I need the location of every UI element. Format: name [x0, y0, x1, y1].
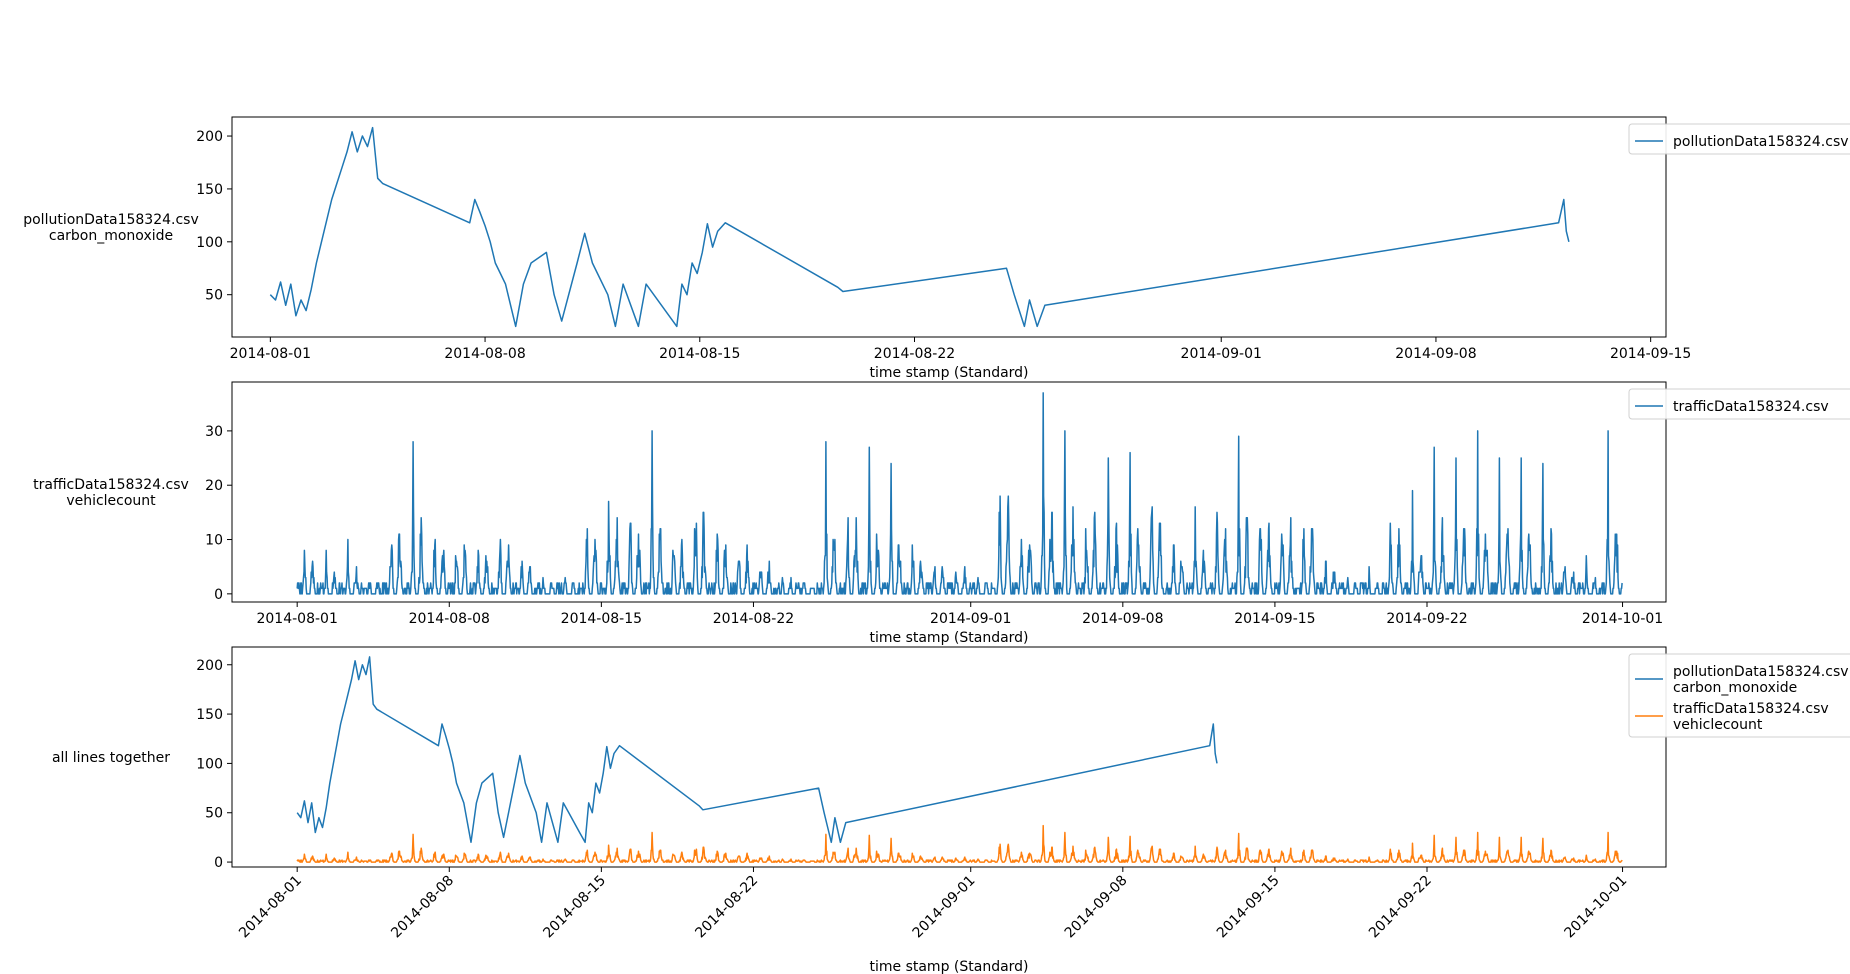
y-tick-label: 50: [205, 288, 223, 304]
x-tick-label: 2014-08-08: [409, 611, 490, 627]
series-line-traffic-combined: [296, 824, 1623, 863]
series-line-pollution: [269, 126, 1570, 328]
series-line-traffic: [296, 392, 1623, 595]
y-tick-label: 30: [205, 424, 223, 440]
y-tick-label: 20: [205, 478, 223, 494]
plot-frame: [231, 381, 1667, 603]
y-axis-label: all lines together: [52, 750, 170, 766]
y-tick-label: 0: [214, 855, 223, 871]
y-axis-label: carbon_monoxide: [49, 228, 173, 244]
y-axis-label: pollutionData158324.csv: [23, 212, 199, 228]
x-tick-label: 2014-09-08: [1082, 611, 1163, 627]
x-tick-label: 2014-08-01: [256, 611, 337, 627]
series-line-pollution-combined: [296, 656, 1218, 844]
y-tick-label: 10: [205, 533, 223, 549]
legend-entry: pollutionData158324.csv: [1673, 664, 1849, 680]
legend-entry: pollutionData158324.csv: [1673, 134, 1849, 150]
x-tick-label: 2014-08-01: [230, 346, 311, 362]
x-tick-label: 2014-10-01: [1582, 611, 1663, 627]
x-tick-label: 2014-09-01: [930, 611, 1011, 627]
legend-entry: trafficData158324.csv: [1673, 701, 1829, 717]
legend-box: [1628, 653, 1850, 738]
y-tick-label: 100: [196, 235, 223, 251]
legend: trafficData158324.csv: [1628, 388, 1850, 420]
y-tick-label: 50: [205, 806, 223, 822]
x-tick-label: 2014-08-15: [659, 346, 740, 362]
legend-entry: trafficData158324.csv: [1673, 399, 1829, 415]
subplot-1: 50 100 150 200 2014-08-01 2014-08-08 2014-08-1…: [23, 116, 1691, 381]
x-tick-label: 2014-09-08: [1395, 346, 1476, 362]
x-tick-label: 2014-08-15: [561, 611, 642, 627]
x-axis-label: time stamp (Standard): [869, 959, 1028, 974]
y-tick-label: 100: [196, 756, 223, 772]
plot-frame: [231, 646, 1667, 868]
y-axis-label: vehiclecount: [66, 493, 156, 509]
y-axis-label: trafficData158324.csv: [33, 477, 189, 493]
y-tick-label: 150: [196, 182, 223, 198]
y-tick-label: 200: [196, 129, 223, 145]
x-tick-label: 2014-08-22: [713, 611, 794, 627]
x-tick-label: 2014-09-15: [1610, 346, 1691, 362]
y-tick-label: 200: [196, 658, 223, 674]
x-tick-label: 2014-09-01: [1181, 346, 1262, 362]
x-axis-label: time stamp (Standard): [869, 630, 1028, 646]
legend-box: [1628, 388, 1850, 420]
x-tick-label: 2014-09-22: [1386, 611, 1467, 627]
legend: pollutionData158324.csv: [1628, 123, 1850, 155]
legend-entry: vehiclecount: [1673, 717, 1763, 733]
x-tick-label: 2014-08-22: [874, 346, 955, 362]
y-tick-label: 0: [214, 587, 223, 603]
legend: pollutionData158324.csvcarbon_monoxidetr…: [1628, 653, 1850, 738]
x-tick-label: 2014-08-08: [444, 346, 525, 362]
legend-box: [1628, 123, 1850, 155]
x-axis-label: time stamp (Standard): [869, 365, 1028, 381]
subplot-2: 0 10 20 30 2014-08-01 2014-08-08 2014-08-15 201…: [33, 381, 1667, 646]
legend-entry: carbon_monoxide: [1673, 680, 1797, 696]
plot-frame: [231, 116, 1667, 338]
x-tick-label: 2014-09-15: [1234, 611, 1315, 627]
y-tick-label: 150: [196, 707, 223, 723]
